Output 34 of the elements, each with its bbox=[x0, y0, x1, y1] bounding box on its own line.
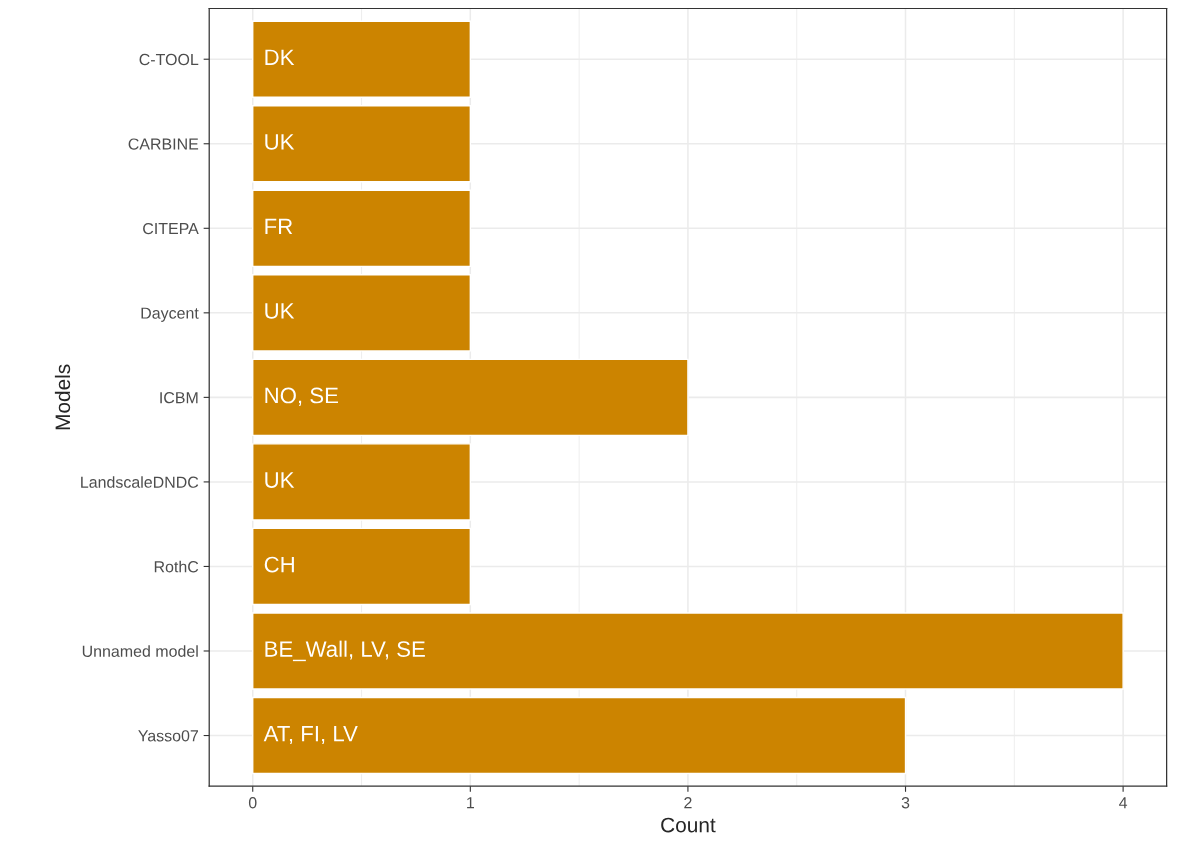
y-tick-label: Daycent bbox=[141, 307, 199, 322]
bar bbox=[252, 358, 689, 437]
y-tick-label: ICBM bbox=[160, 392, 198, 404]
x-axis-title: Count bbox=[661, 817, 716, 833]
x-tick-label: 0 bbox=[248, 797, 257, 809]
data-label: NO, SE bbox=[265, 387, 338, 406]
bar bbox=[252, 527, 472, 606]
y-tick-label: C-TOOL bbox=[139, 53, 199, 66]
bar bbox=[252, 612, 1124, 690]
bar bbox=[252, 20, 472, 98]
data-label: AT, FI, LV bbox=[263, 725, 358, 745]
y-axis-title: Models bbox=[54, 364, 71, 430]
data-label: BE_Wall, LV, SE bbox=[265, 640, 425, 662]
y-tick-label: Unnamed model bbox=[82, 645, 198, 657]
y-tick-label: LandscaleDNDC bbox=[81, 476, 199, 488]
data-label: UK bbox=[265, 472, 295, 488]
x-tick-label: 3 bbox=[901, 797, 910, 809]
bar bbox=[252, 443, 472, 521]
data-label: DK bbox=[265, 49, 295, 65]
y-tick-label: CITEPA bbox=[143, 222, 199, 235]
y-tick-label: RothC bbox=[154, 560, 199, 573]
data-label: UK bbox=[265, 303, 295, 319]
bar bbox=[252, 105, 472, 183]
bar bbox=[252, 696, 907, 775]
y-tick-label: CARBINE bbox=[128, 138, 199, 150]
bar bbox=[252, 274, 472, 352]
y-tick-label: Yasso07 bbox=[138, 730, 198, 742]
data-label: CH bbox=[264, 556, 294, 573]
bar bbox=[252, 189, 472, 268]
x-tick-label: 2 bbox=[684, 797, 692, 809]
x-tick-label: 1 bbox=[467, 797, 474, 809]
data-label: FR bbox=[265, 218, 293, 235]
data-label: UK bbox=[265, 134, 295, 150]
x-tick-label: 4 bbox=[1119, 797, 1128, 809]
